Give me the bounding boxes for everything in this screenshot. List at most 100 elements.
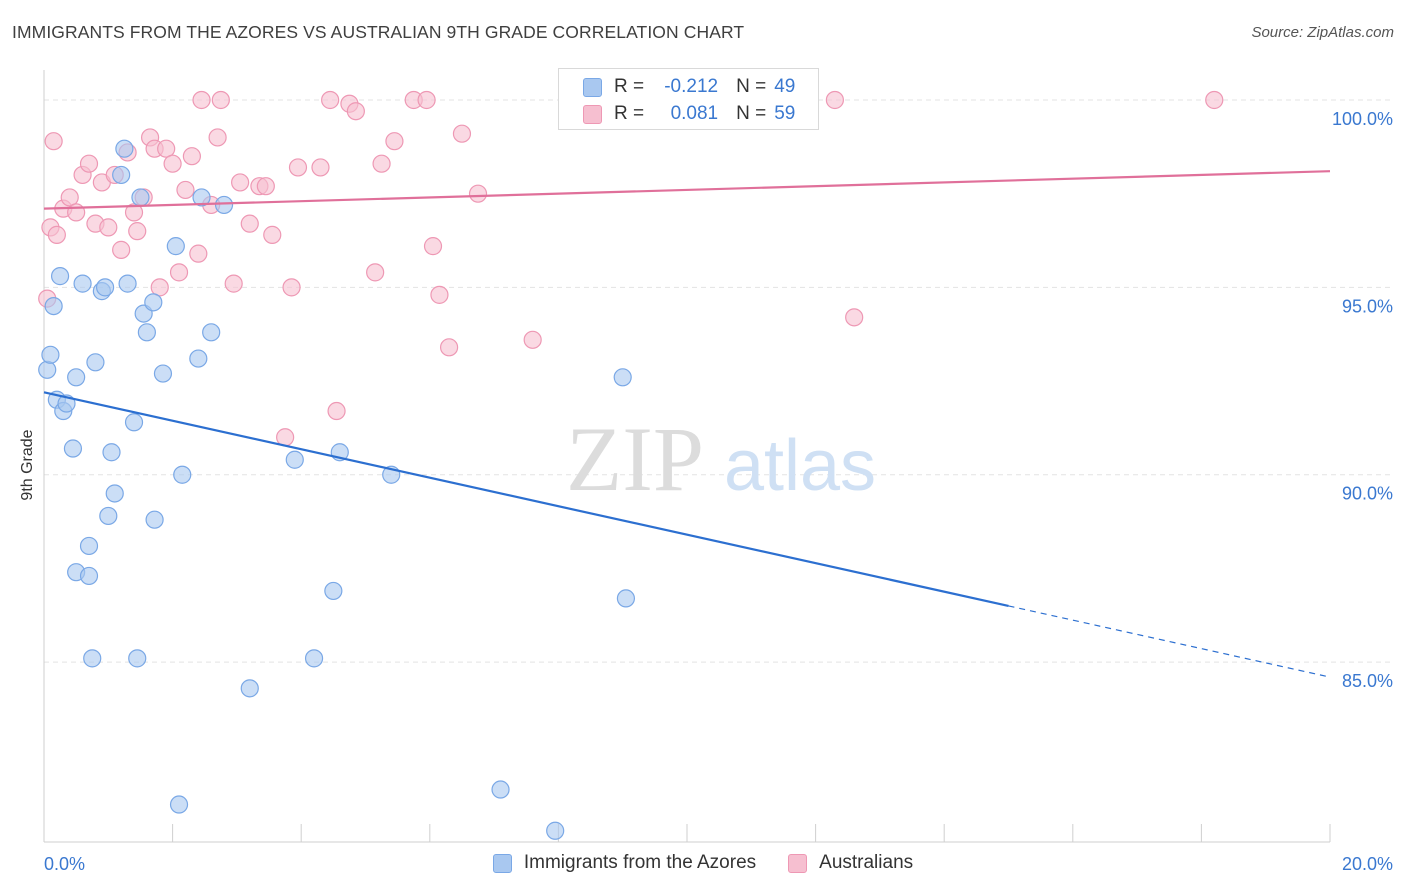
trend-lines bbox=[43, 170, 1331, 678]
data-point-australians bbox=[60, 188, 79, 207]
data-point-azores bbox=[112, 165, 131, 185]
data-point-australians bbox=[44, 132, 63, 151]
data-point-australians bbox=[372, 154, 391, 173]
x-tick-label: 20.0% bbox=[1342, 854, 1393, 874]
data-point-azores bbox=[616, 589, 636, 608]
data-point-azores bbox=[44, 296, 63, 316]
legend-n-value: 59 bbox=[774, 103, 796, 124]
axes bbox=[43, 70, 1331, 843]
data-point-australians bbox=[321, 90, 340, 110]
data-point-azores bbox=[166, 237, 185, 256]
legend-row-azores: R = -0.212 N = 49 bbox=[583, 74, 795, 100]
data-point-azores bbox=[105, 484, 124, 503]
data-point-australians bbox=[417, 90, 436, 110]
data-point-azores bbox=[137, 323, 156, 342]
legend-item-azores[interactable]: Immigrants from the Azores bbox=[492, 852, 757, 874]
data-point-australians bbox=[468, 184, 488, 203]
legend-label-australians: Australians bbox=[819, 852, 914, 873]
legend-row-australians: R = 0.081 N = 59 bbox=[583, 101, 795, 127]
series-legend: Immigrants from the Azores Australians bbox=[0, 852, 1406, 874]
trend-line-azores bbox=[43, 391, 1009, 607]
data-point-azores bbox=[285, 450, 304, 469]
data-point-australians bbox=[825, 90, 844, 110]
legend-swatch-azores bbox=[583, 77, 602, 97]
data-point-azores bbox=[491, 780, 510, 799]
data-point-australians bbox=[439, 338, 459, 357]
data-point-azores bbox=[67, 368, 86, 387]
data-point-azores bbox=[214, 195, 234, 215]
data-point-australians bbox=[112, 240, 131, 259]
legend-label-azores: Immigrants from the Azores bbox=[523, 852, 757, 873]
data-point-australians bbox=[366, 263, 385, 282]
data-point-australians bbox=[192, 90, 211, 110]
data-point-azores bbox=[145, 510, 164, 529]
data-point-azores bbox=[83, 649, 102, 668]
data-point-australians bbox=[240, 214, 259, 233]
data-point-australians bbox=[182, 147, 201, 166]
data-point-australians bbox=[211, 90, 230, 110]
data-point-australians bbox=[79, 154, 99, 173]
data-point-australians bbox=[327, 401, 346, 421]
data-point-australians bbox=[124, 203, 144, 222]
legend-r-label: R = bbox=[614, 103, 645, 124]
data-point-azores bbox=[153, 364, 173, 383]
data-point-azores bbox=[173, 465, 192, 484]
tick-labels: 85.0% 90.0% 95.0% 100.0% 0.0% 20.0% bbox=[44, 109, 1393, 874]
data-point-azores bbox=[38, 360, 57, 379]
data-point-azores bbox=[324, 581, 343, 601]
data-point-australians bbox=[128, 222, 147, 241]
y-tick-label: 90.0% bbox=[1342, 484, 1393, 504]
data-point-australians bbox=[256, 177, 275, 196]
chart-title: IMMIGRANTS FROM THE AZORES VS AUSTRALIAN… bbox=[12, 22, 745, 42]
legend-r-label: R = bbox=[614, 76, 645, 97]
legend-swatch-azores bbox=[492, 853, 512, 873]
legend-r-value: -0.212 bbox=[664, 76, 719, 97]
data-point-australians bbox=[423, 237, 443, 256]
data-point-azores bbox=[73, 274, 92, 293]
data-point-australians bbox=[845, 308, 864, 327]
data-point-azores bbox=[189, 349, 208, 368]
data-point-azores bbox=[63, 439, 83, 458]
data-point-azores bbox=[169, 795, 189, 814]
trend-extension-azores bbox=[1008, 605, 1331, 678]
data-point-azores bbox=[202, 323, 221, 342]
data-point-azores bbox=[95, 278, 115, 297]
data-point-azores bbox=[79, 536, 99, 556]
data-point-azores bbox=[41, 345, 60, 364]
data-points bbox=[38, 90, 1224, 840]
data-point-azores bbox=[99, 506, 118, 526]
data-point-azores bbox=[613, 368, 632, 387]
data-point-australians bbox=[263, 225, 282, 244]
data-point-australians bbox=[430, 285, 449, 304]
legend-item-australians[interactable]: Australians bbox=[788, 852, 913, 874]
legend-swatch-australians bbox=[788, 853, 808, 873]
y-tick-label: 100.0% bbox=[1332, 109, 1393, 129]
data-point-australians bbox=[1205, 90, 1224, 110]
data-point-azores bbox=[102, 443, 121, 462]
legend-n-label: N = bbox=[736, 76, 767, 97]
data-point-australians bbox=[282, 278, 301, 297]
watermark: ZIP atlas bbox=[566, 408, 876, 510]
data-point-azores bbox=[50, 267, 70, 286]
legend-swatch-australians bbox=[583, 104, 602, 124]
y-tick-label: 85.0% bbox=[1342, 671, 1393, 691]
data-point-australians bbox=[224, 274, 243, 293]
data-point-australians bbox=[288, 158, 308, 177]
data-point-australians bbox=[346, 102, 365, 121]
data-point-australians bbox=[189, 244, 208, 263]
data-point-azores bbox=[131, 188, 150, 207]
legend-r-value: 0.081 bbox=[670, 103, 719, 124]
data-point-azores bbox=[240, 679, 259, 698]
stats-legend: R = -0.212 N = 49 R = 0.081 N = 59 bbox=[558, 68, 819, 130]
data-point-azores bbox=[128, 649, 147, 668]
data-point-australians bbox=[208, 128, 227, 147]
legend-n-value: 49 bbox=[774, 76, 796, 97]
data-point-azores bbox=[115, 139, 134, 158]
data-point-australians bbox=[47, 225, 66, 244]
watermark-zip: ZIP bbox=[566, 408, 704, 510]
data-point-australians bbox=[157, 139, 176, 158]
data-point-azores bbox=[144, 293, 163, 312]
data-point-australians bbox=[452, 124, 472, 143]
data-point-azores bbox=[192, 188, 211, 207]
